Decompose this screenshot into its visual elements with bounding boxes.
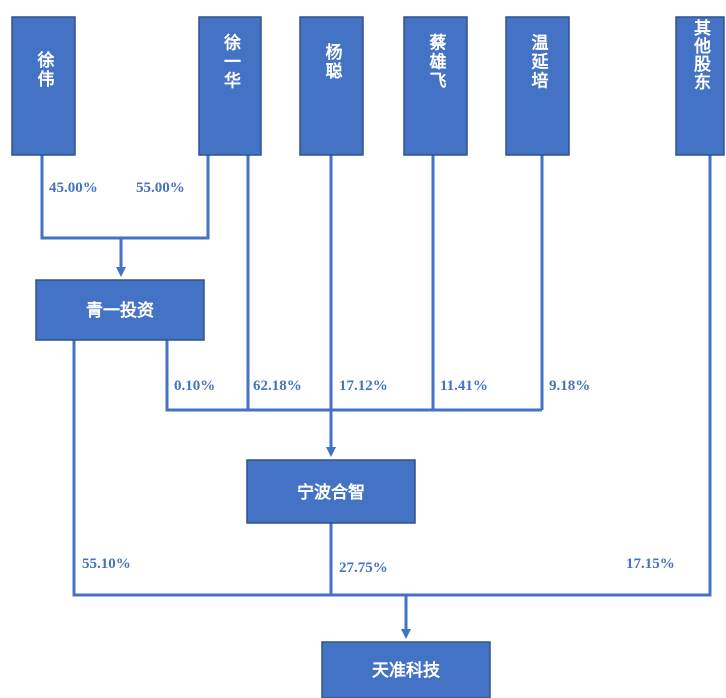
node-xu-yihua: 徐一华 [198, 16, 262, 156]
pct-xu-yihua-qingyi: 55.00% [136, 180, 185, 196]
pct-yang-cong-ningbo: 17.12% [339, 378, 388, 394]
node-wen-yanpei: 温延培 [505, 16, 570, 156]
svg-text:徐伟: 徐伟 [34, 50, 56, 89]
svg-text:蔡雄飞: 蔡雄飞 [426, 33, 448, 90]
svg-text:天准科技: 天准科技 [372, 660, 441, 681]
connector-ningbo-bus [165, 340, 542, 412]
pct-xu-yihua-ningbo: 62.18% [253, 378, 302, 394]
connector-founders-qingyi [40, 155, 210, 240]
node-other-shareholders: 其他股东 [675, 16, 725, 156]
node-ningbo-hezhi: 宁波合智 [246, 459, 416, 524]
pct-qingyi-ningbo: 0.10% [174, 378, 215, 394]
connector-tianzhun-bus [72, 155, 712, 597]
pct-qingyi-tianzhun: 55.10% [82, 556, 131, 572]
connectors [40, 155, 712, 639]
node-qingyi-investment: 青一投资 [35, 279, 205, 341]
pct-others-tianzhun: 17.15% [626, 556, 675, 572]
pct-cai-ningbo: 11.41% [440, 378, 488, 394]
node-yang-cong: 杨聪 [299, 16, 364, 156]
svg-text:其他股东: 其他股东 [690, 18, 712, 91]
pct-xu-wei-qingyi: 45.00% [49, 180, 98, 196]
node-xu-wei: 徐伟 [11, 16, 76, 156]
svg-text:青一投资: 青一投资 [86, 300, 154, 321]
svg-text:温延培: 温延培 [528, 33, 550, 90]
pct-ningbo-tianzhun: 27.75% [339, 560, 388, 576]
node-cai-xiongfei: 蔡雄飞 [403, 16, 468, 156]
node-tianzhun-tech: 天准科技 [321, 641, 491, 698]
pct-wen-ningbo: 9.18% [549, 378, 590, 394]
svg-text:徐一华: 徐一华 [220, 32, 242, 90]
svg-text:宁波合智: 宁波合智 [297, 482, 365, 503]
svg-text:杨聪: 杨聪 [322, 42, 343, 81]
percentage-labels: 45.00% 55.00% 0.10% 62.18% 17.12% 11.41%… [49, 180, 675, 576]
